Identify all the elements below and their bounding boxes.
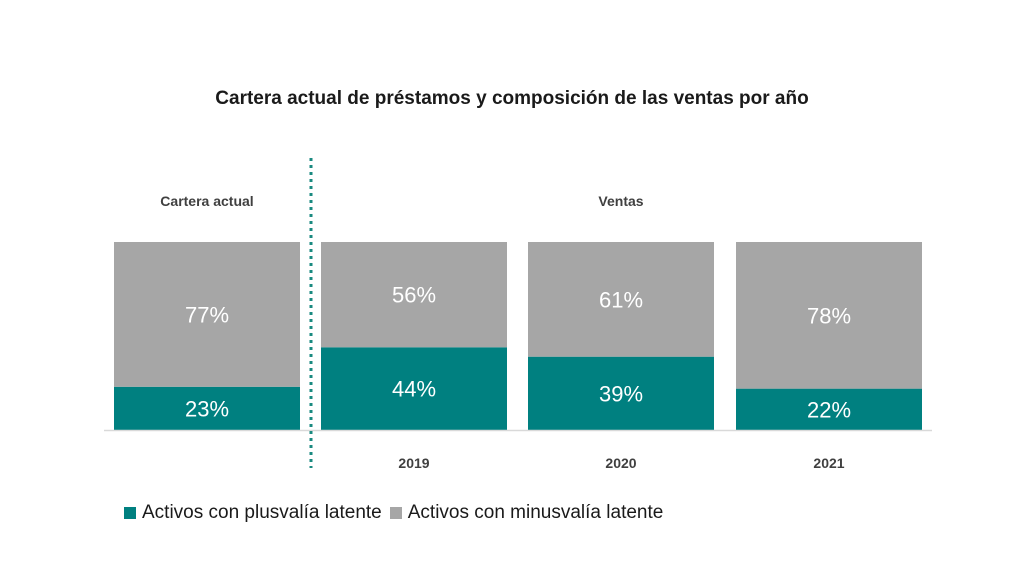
bar-plusvalia-0 bbox=[114, 386, 300, 430]
legend: Activos con plusvalía latente Activos co… bbox=[124, 502, 671, 524]
x-tick-label-2019: 2019 bbox=[398, 455, 429, 471]
bar-plusvalia-2 bbox=[528, 356, 714, 430]
legend-swatch-minusvalia bbox=[389, 507, 402, 519]
data-label-minusvalia-0: 77% bbox=[185, 302, 229, 327]
legend-label-plusvalia: Activos con plusvalía latente bbox=[142, 502, 382, 523]
x-tick-label-2020: 2020 bbox=[605, 455, 636, 471]
bar-minusvalia-2 bbox=[528, 242, 714, 357]
bar-minusvalia-0 bbox=[114, 242, 300, 387]
x-tick-label-2021: 2021 bbox=[813, 455, 844, 471]
legend-label-minusvalia: Activos con minusvalía latente bbox=[407, 502, 664, 523]
bar-minusvalia-3 bbox=[736, 242, 922, 389]
data-label-minusvalia-2: 61% bbox=[599, 287, 643, 312]
group-label-ventas: Ventas bbox=[598, 193, 644, 209]
data-label-plusvalia-2: 39% bbox=[599, 381, 643, 406]
chart-title: Cartera actual de préstamos y composició… bbox=[215, 88, 809, 109]
legend-item-plusvalia: Activos con plusvalía latente bbox=[124, 502, 382, 524]
legend-swatch-plusvalia bbox=[124, 507, 136, 519]
data-label-plusvalia-1: 44% bbox=[392, 377, 436, 402]
group-label-cartera: Cartera actual bbox=[160, 193, 254, 209]
data-label-plusvalia-3: 22% bbox=[807, 397, 851, 422]
data-label-minusvalia-3: 78% bbox=[807, 303, 851, 328]
data-label-plusvalia-0: 23% bbox=[185, 396, 229, 421]
legend-item-minusvalia: Activos con minusvalía latente bbox=[389, 502, 664, 524]
bar-minusvalia-1 bbox=[321, 242, 507, 348]
bar-plusvalia-3 bbox=[736, 388, 922, 430]
bar-plusvalia-1 bbox=[321, 347, 507, 430]
data-label-minusvalia-1: 56% bbox=[392, 283, 436, 308]
